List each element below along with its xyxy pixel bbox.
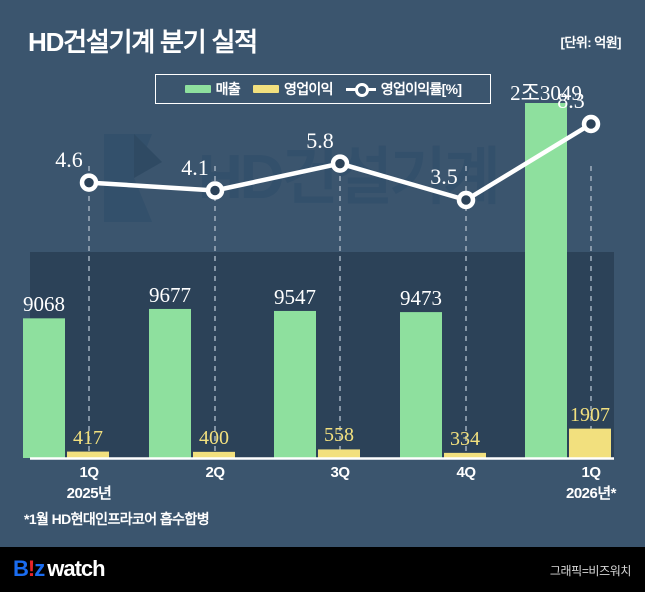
x-axis-label: 2Q: [205, 464, 225, 481]
unit-label: [단위: 억원]: [560, 35, 622, 50]
swatch-green-icon: [184, 85, 211, 93]
x-axis-label: 1Q 2026년*: [565, 464, 617, 503]
legend-label-revenue: 매출: [215, 81, 241, 97]
rate-marker: [330, 154, 350, 173]
bar-label-revenue: 9677: [149, 282, 191, 307]
rate-markers: [79, 114, 601, 210]
graphic-credit: 그래픽=비즈워치: [549, 564, 631, 578]
logo-letter-z: z: [34, 556, 45, 581]
legend-label-operating-margin: 영업이익률[%]: [380, 81, 462, 97]
rate-label: 4.1: [181, 154, 209, 180]
bar-label-revenue: 9068: [23, 292, 65, 317]
x-axis-quarter: 2Q: [205, 464, 225, 481]
logo-letter-bang: !: [27, 556, 35, 581]
x-axis-quarter: 1Q: [79, 464, 99, 481]
rate-label: 5.8: [306, 127, 334, 153]
x-axis-year: 2025년: [66, 485, 112, 502]
footnote: *1월 HD현대인프라코어 흡수합병: [24, 511, 210, 527]
x-axis-quarter: 4Q: [456, 464, 476, 481]
legend-item-operating-profit: 영업이익: [253, 79, 333, 99]
bar-label-revenue: 2조3049: [510, 81, 582, 105]
rate-label: 8.3: [557, 88, 585, 113]
bar-label-revenue: 9473: [400, 286, 442, 311]
plot-panel: [30, 252, 614, 458]
legend-item-revenue: 매출: [184, 79, 241, 99]
x-axis-label: 1Q 2025년: [67, 464, 112, 503]
bar-label-operating-profit: 1907: [570, 403, 610, 426]
footer-bar: B!z watch 그래픽=비즈워치: [0, 547, 645, 592]
x-axis-quarter: 1Q: [581, 464, 601, 481]
rate-label: 3.5: [430, 164, 458, 189]
bar-label-operating-profit: 417: [73, 426, 103, 449]
legend-label-operating-profit: 영업이익: [284, 81, 333, 97]
x-axis-label: 3Q: [330, 464, 350, 481]
swatch-yellow-icon: [253, 85, 280, 93]
hd-logo-mark-icon: [104, 134, 162, 222]
rate-label: 4.6: [55, 146, 83, 172]
rate-line-path: [86, 121, 594, 203]
bizwatch-logo[interactable]: B!z watch: [13, 556, 106, 581]
x-axis-quarter: 3Q: [330, 464, 350, 481]
x-axis-year: 2026년*: [565, 485, 617, 502]
bar-label-operating-profit: 400: [199, 426, 229, 449]
bar-label-revenue: 9547: [274, 284, 316, 309]
page-title: HD건설기계 분기 실적: [28, 27, 258, 57]
line-circle-marker-icon: [345, 82, 376, 97]
legend-item-operating-margin: 영업이익률[%]: [345, 79, 462, 99]
x-axis-label: 4Q: [456, 464, 476, 481]
bar-label-operating-profit: 558: [324, 424, 354, 447]
rate-marker: [79, 173, 99, 192]
rate-marker: [581, 114, 601, 134]
chart-legend: 매출 영업이익 영업이익률[%]: [155, 74, 491, 104]
logo-word-watch: watch: [47, 556, 105, 581]
bar-label-operating-profit: 334: [450, 427, 480, 450]
logo-letter-b: B: [13, 556, 29, 581]
rate-marker: [456, 190, 476, 210]
rate-marker: [205, 181, 225, 200]
